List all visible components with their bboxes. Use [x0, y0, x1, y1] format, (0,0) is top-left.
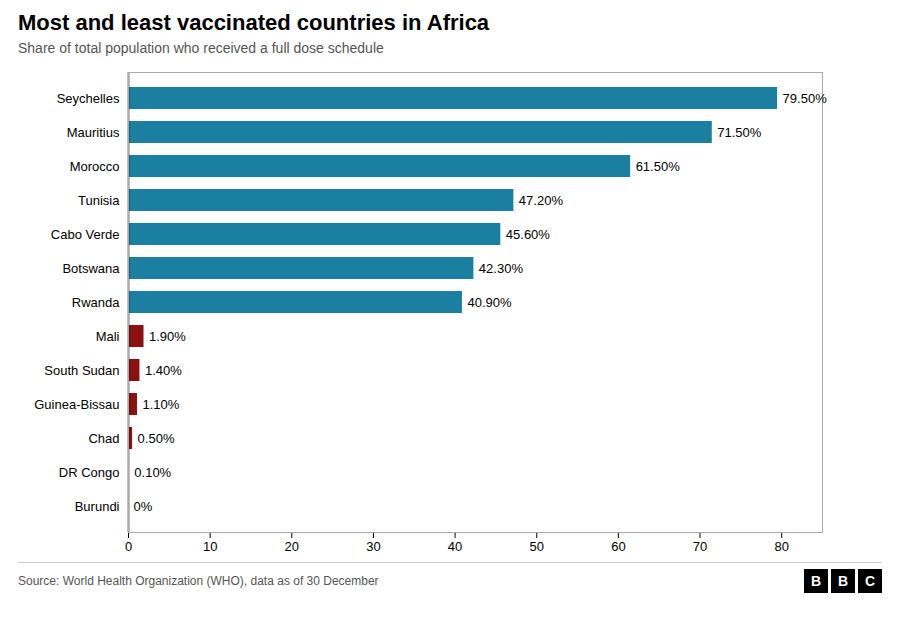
svg-text:Guinea-Bissau: Guinea-Bissau	[34, 397, 119, 412]
svg-text:71.50%: 71.50%	[717, 125, 762, 140]
svg-text:Morocco: Morocco	[70, 159, 120, 174]
svg-text:1.90%: 1.90%	[149, 329, 186, 344]
svg-text:Seychelles: Seychelles	[57, 91, 120, 106]
svg-text:80: 80	[774, 539, 788, 554]
svg-text:0.50%: 0.50%	[138, 431, 175, 446]
html-text:Most and least vaccinated coun: Most and least vaccinated countries in A…	[18, 10, 490, 35]
html-text:C: C	[864, 573, 876, 589]
html-text:Source: World Health Organizat: Source: World Health Organization (WHO),…	[18, 574, 379, 588]
svg-text:0.10%: 0.10%	[134, 465, 171, 480]
html-text:B: B	[837, 573, 849, 589]
svg-text:79.50%: 79.50%	[783, 91, 828, 106]
svg-text:61.50%: 61.50%	[636, 159, 681, 174]
svg-text:20: 20	[285, 539, 299, 554]
svg-text:South Sudan: South Sudan	[44, 363, 119, 378]
html-text:Share of total population who: Share of total population who received a…	[18, 40, 384, 56]
svg-text:Tunisia: Tunisia	[78, 193, 120, 208]
svg-text:DR Congo: DR Congo	[59, 465, 120, 480]
svg-text:60: 60	[611, 539, 625, 554]
svg-text:Mauritius: Mauritius	[67, 125, 120, 140]
svg-text:Mali: Mali	[96, 329, 120, 344]
svg-text:45.60%: 45.60%	[506, 227, 551, 242]
svg-text:Botswana: Botswana	[62, 261, 120, 276]
svg-text:0%: 0%	[134, 499, 153, 514]
html-text:B: B	[810, 573, 822, 589]
svg-text:47.20%: 47.20%	[519, 193, 564, 208]
svg-text:30: 30	[366, 539, 380, 554]
svg-text:70: 70	[693, 539, 707, 554]
svg-text:10: 10	[203, 539, 217, 554]
svg-text:1.10%: 1.10%	[142, 397, 179, 412]
svg-text:40: 40	[448, 539, 462, 554]
svg-text:50: 50	[530, 539, 544, 554]
svg-text:Burundi: Burundi	[75, 499, 120, 514]
svg-text:Rwanda: Rwanda	[72, 295, 120, 310]
svg-text:1.40%: 1.40%	[145, 363, 182, 378]
svg-text:Cabo Verde: Cabo Verde	[51, 227, 120, 242]
svg-text:Chad: Chad	[88, 431, 119, 446]
svg-text:0: 0	[125, 539, 132, 554]
svg-text:42.30%: 42.30%	[479, 261, 524, 276]
svg-text:40.90%: 40.90%	[467, 295, 512, 310]
